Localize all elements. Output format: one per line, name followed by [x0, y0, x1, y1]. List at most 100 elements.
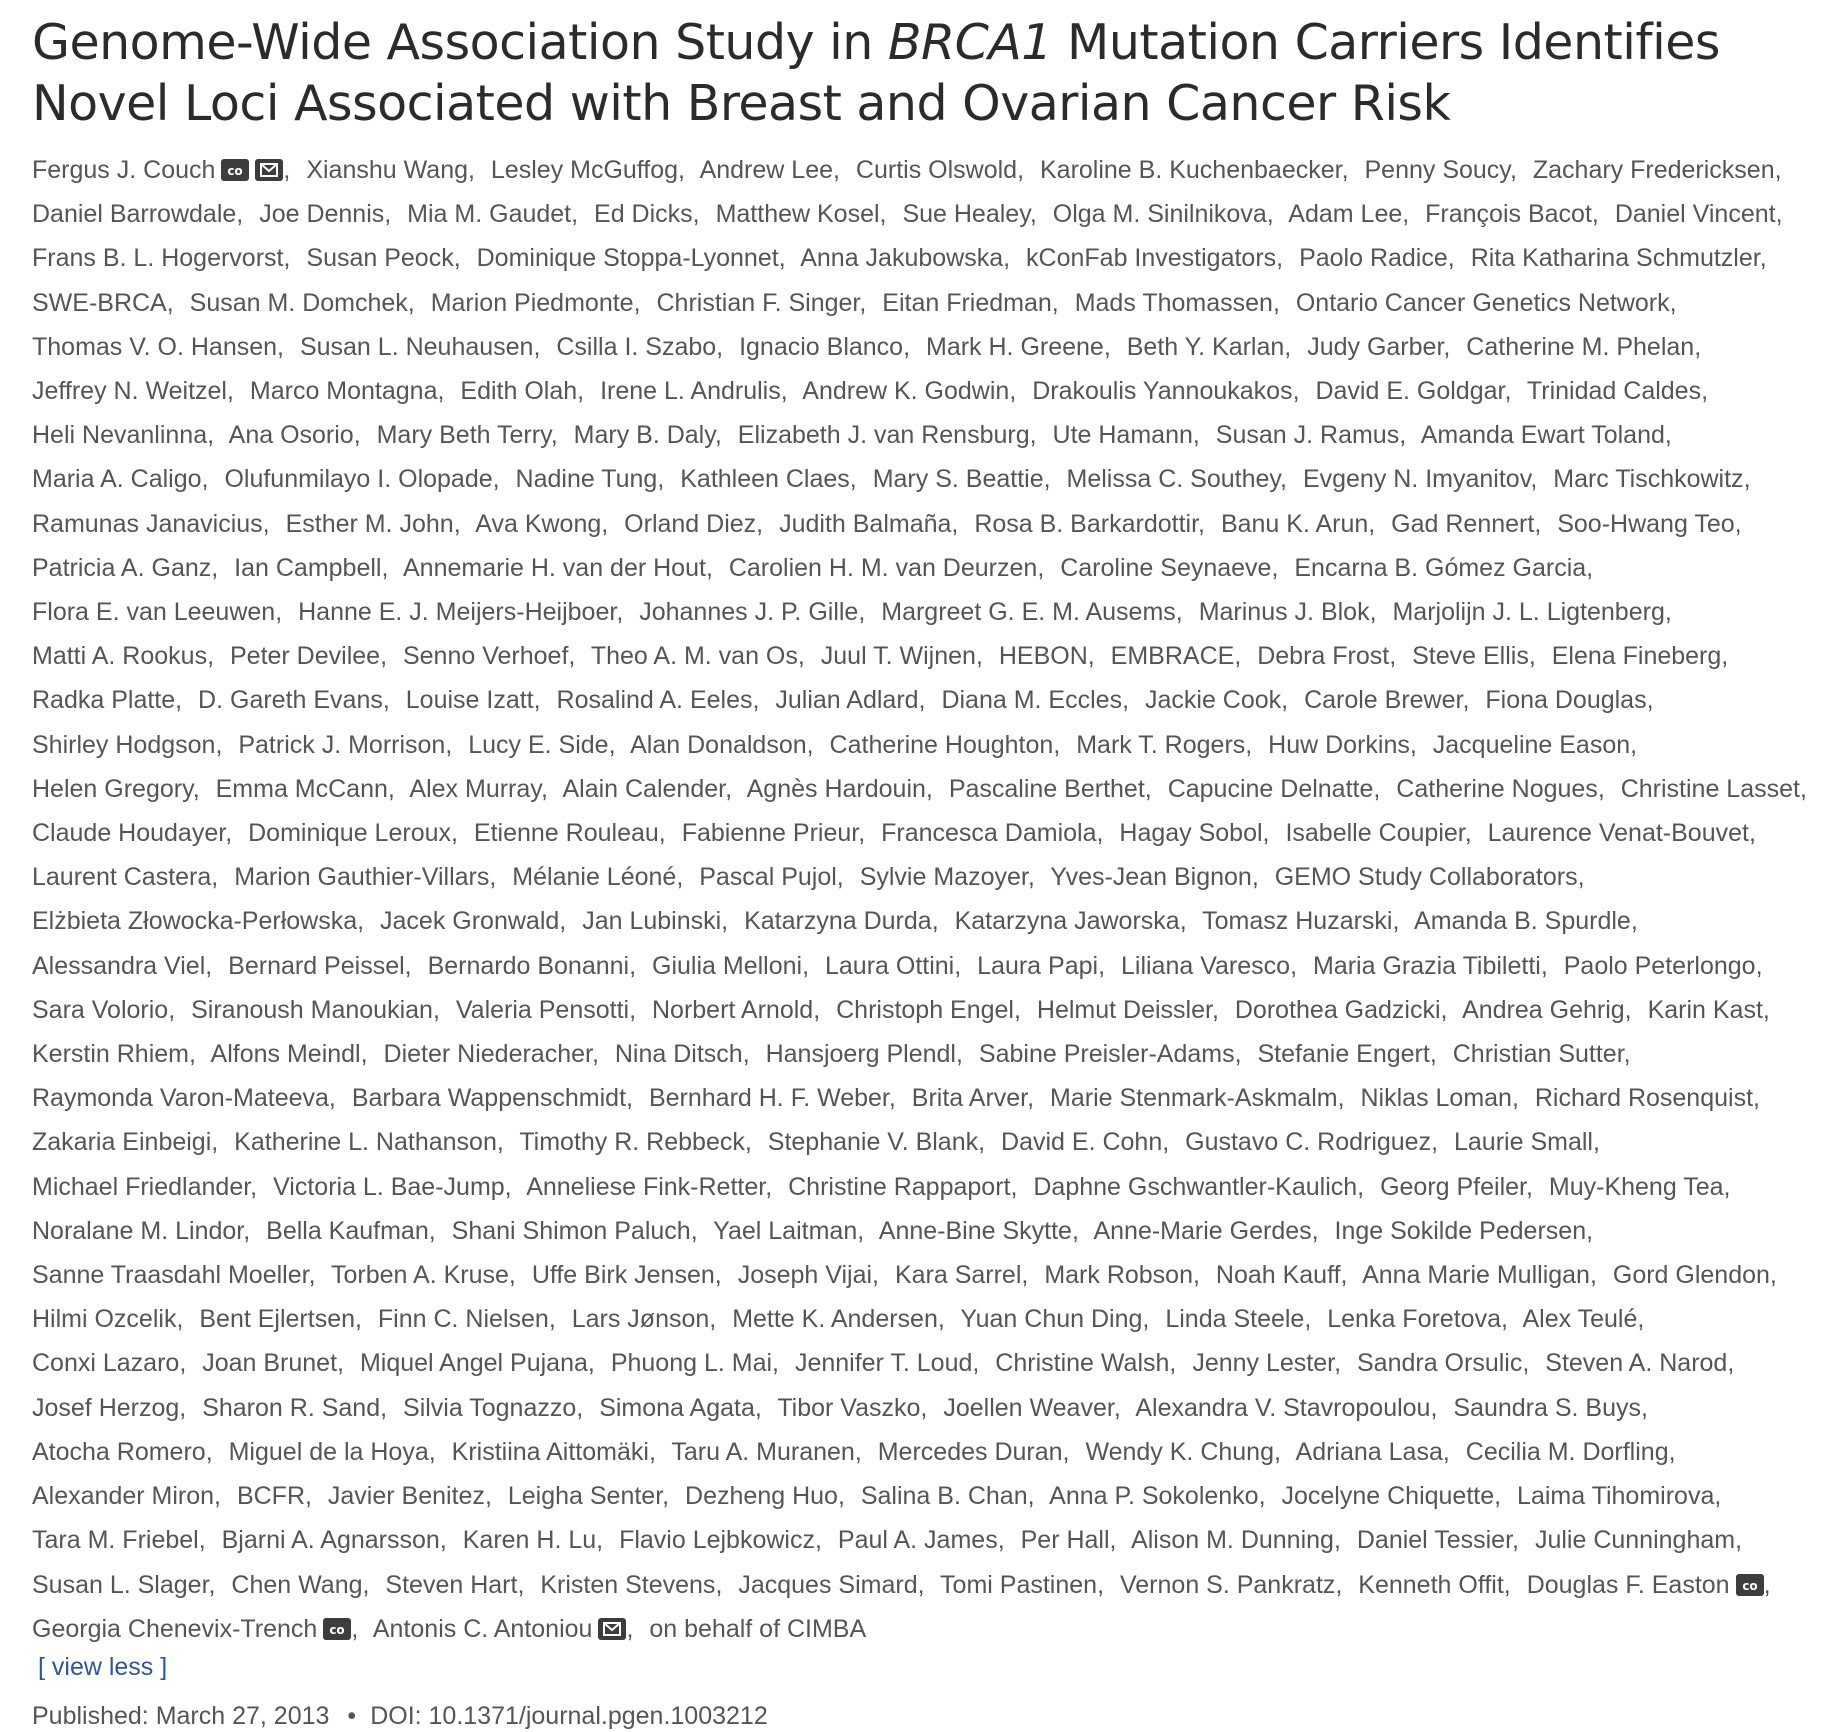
author-name[interactable]: Laura Papi [977, 951, 1099, 980]
author-name[interactable]: Kerstin Rhiem [32, 1040, 189, 1069]
author-name[interactable]: Daniel Vincent [1614, 200, 1776, 229]
author-name[interactable]: Chen Wang [231, 1570, 363, 1599]
contributed-equally-icon[interactable]: co [221, 159, 250, 181]
author-name[interactable]: Flora E. van Leeuwen [32, 598, 276, 627]
author-name[interactable]: Gad Rennert [1391, 509, 1535, 538]
author-name[interactable]: Steven A. Narod [1545, 1349, 1728, 1378]
author-name[interactable]: Mercedes Duran [877, 1437, 1063, 1466]
author-name[interactable]: Zachary Fredericksen [1532, 156, 1775, 184]
author-name[interactable]: Katherine L. Nathanson [234, 1128, 497, 1157]
author-name[interactable]: Diana M. Eccles [941, 686, 1123, 715]
author-name[interactable]: Yael Laitman [713, 1216, 858, 1245]
author-name[interactable]: Jackie Cook [1144, 686, 1282, 715]
author-name[interactable]: Michael Friedlander [32, 1172, 251, 1201]
author-name[interactable]: Alison M. Dunning [1131, 1526, 1334, 1555]
author-name[interactable]: Lars Jønson [571, 1305, 710, 1334]
author-name[interactable]: Valeria Pensotti [455, 995, 630, 1024]
author-name[interactable]: Anna Marie Mulligan [1362, 1261, 1590, 1290]
author-name[interactable]: Ute Hamann [1052, 421, 1193, 450]
author-name[interactable]: Jenny Lester [1192, 1349, 1335, 1378]
author-name[interactable]: Richard Rosenquist [1534, 1084, 1754, 1113]
author-name[interactable]: Adam Lee [1288, 200, 1403, 229]
author-name[interactable]: Bernardo Bonanni [427, 951, 630, 980]
author-name[interactable]: Sylvie Mazoyer [859, 863, 1028, 892]
author-name[interactable]: Alessandra Viel [32, 951, 206, 980]
author-name[interactable]: Miquel Angel Pujana [359, 1349, 588, 1378]
author-name[interactable]: Fiona Douglas [1485, 686, 1647, 715]
author-name[interactable]: Laura Ottini [824, 951, 955, 980]
author-name[interactable]: Judith Balmaña [779, 509, 952, 538]
author-name[interactable]: Helmut Deissler [1036, 995, 1212, 1024]
author-name[interactable]: Maria Grazia Tibiletti [1312, 951, 1541, 980]
author-name[interactable]: Elizabeth J. van Rensburg [737, 421, 1030, 450]
author-name[interactable]: Mary S. Beattie [872, 465, 1044, 494]
author-name[interactable]: Elżbieta Złowocka-Perłowska [32, 907, 358, 936]
author-name[interactable]: Bernhard H. F. Weber [648, 1084, 889, 1113]
author-name[interactable]: Anna P. Sokolenko [1049, 1482, 1259, 1511]
author-name[interactable]: Yves-Jean Bignon [1050, 863, 1252, 892]
author-name[interactable]: Curtis Olswold [855, 156, 1018, 184]
author-name[interactable]: Melissa C. Southey [1066, 465, 1281, 494]
view-less-link[interactable]: [ view less ] [38, 1652, 168, 1681]
contributed-equally-icon[interactable]: co [1735, 1573, 1764, 1596]
author-name[interactable]: Phuong L. Mai [610, 1349, 773, 1378]
author-name[interactable]: Johannes J. P. Gille [639, 598, 859, 627]
author-name[interactable]: Katarzyna Durda [744, 907, 932, 936]
author-name[interactable]: Christine Lasset [1620, 774, 1800, 803]
author-name[interactable]: Bella Kaufman [266, 1216, 429, 1245]
author-name[interactable]: Sandra Orsulic [1357, 1349, 1523, 1378]
author-name[interactable]: Karoline B. Kuchenbaecker [1039, 156, 1342, 184]
author-name[interactable]: Linda Steele [1165, 1305, 1305, 1334]
author-name[interactable]: Irene L. Andrulis [600, 377, 781, 406]
author-name[interactable]: Uffe Birk Jensen [531, 1261, 715, 1290]
author-name[interactable]: Penny Soucy [1364, 156, 1510, 184]
author-name[interactable]: Alexandra V. Stavropoulou [1135, 1393, 1431, 1422]
author-name[interactable]: Alfons Meindl [210, 1040, 361, 1069]
author-name[interactable]: Edith Olah [460, 377, 578, 406]
author-name[interactable]: Christoph Engel [836, 995, 1014, 1024]
author-name[interactable]: Trinidad Caldes [1526, 377, 1702, 406]
author-name[interactable]: Kristiina Aittomäki [451, 1437, 649, 1466]
author-name[interactable]: Capucine Delnatte [1167, 774, 1374, 803]
author-name[interactable]: Siranoush Manoukian [191, 995, 433, 1024]
author-name[interactable]: Hilmi Ozcelik [32, 1305, 177, 1334]
author-name[interactable]: Evgeny N. Imyanitov [1302, 465, 1531, 494]
author-name[interactable]: Jeffrey N. Weitzel [32, 377, 227, 406]
author-name[interactable]: Lenka Foretova [1327, 1305, 1501, 1334]
author-name[interactable]: Hansjoerg Plendl [765, 1040, 956, 1069]
author-name[interactable]: Alex Teulé [1522, 1305, 1638, 1334]
author-name[interactable]: Margreet G. E. M. Ausems [881, 598, 1176, 627]
author-name[interactable]: Nadine Tung [515, 465, 658, 494]
author-name[interactable]: Patricia A. Ganz [32, 553, 212, 582]
author-name[interactable]: Joe Dennis [259, 200, 385, 229]
author-name[interactable]: Christine Walsh [995, 1349, 1170, 1378]
author-name[interactable]: Sanne Traasdahl Moeller [32, 1261, 309, 1290]
author-name[interactable]: Carolien H. M. van Deurzen [728, 553, 1038, 582]
author-name[interactable]: Paul A. James [837, 1526, 998, 1555]
author-name[interactable]: Caroline Seynaeve [1060, 553, 1272, 582]
author-name[interactable]: Mia M. Gaudet [407, 200, 572, 229]
author-name[interactable]: Lucy E. Side [468, 730, 609, 759]
author-name[interactable]: Annemarie H. van der Hout [403, 553, 706, 582]
author-name[interactable]: Mark H. Greene [926, 332, 1104, 361]
author-name[interactable]: Raymonda Varon-Mateeva [32, 1084, 329, 1113]
author-name[interactable]: Giulia Melloni [652, 951, 803, 980]
email-icon[interactable] [255, 159, 284, 181]
author-name[interactable]: Saundra S. Buys [1453, 1393, 1641, 1422]
author-name[interactable]: Wendy K. Chung [1085, 1437, 1274, 1466]
author-name[interactable]: Agnès Hardouin [746, 774, 926, 803]
author-name[interactable]: Tomasz Huzarski [1202, 907, 1393, 936]
author-name[interactable]: Elena Fineberg [1551, 642, 1722, 671]
author-name[interactable]: Kenneth Offit [1358, 1570, 1504, 1599]
author-name[interactable]: Senno Verhoef [402, 642, 569, 671]
author-name[interactable]: Radka Platte [32, 686, 176, 715]
author-name[interactable]: Anna Jakubowska [800, 244, 1004, 273]
author-name[interactable]: Inge Sokilde Pedersen [1334, 1216, 1587, 1245]
author-name[interactable]: Marinus J. Blok [1198, 598, 1370, 627]
author-name[interactable]: Mette K. Andersen [732, 1305, 938, 1334]
author-name[interactable]: Simona Agata [599, 1393, 755, 1422]
author-name[interactable]: Bjarni A. Agnarsson [221, 1526, 440, 1555]
author-name[interactable]: Antonis C. Antoniou [372, 1614, 593, 1643]
author-name[interactable]: Julian Adlard [775, 686, 919, 715]
author-name[interactable]: Paolo Radice [1299, 244, 1448, 273]
